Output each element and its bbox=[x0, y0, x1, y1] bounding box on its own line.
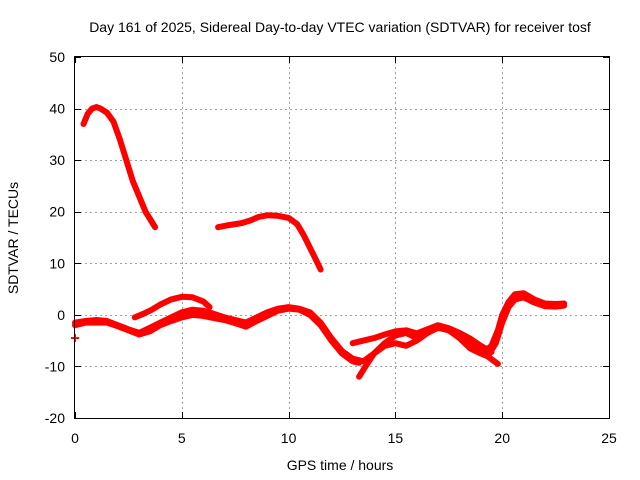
axis-ticks bbox=[75, 57, 610, 419]
y-tick-label: 40 bbox=[49, 101, 65, 117]
plot-frame bbox=[74, 56, 610, 419]
x-tick-label: 20 bbox=[494, 430, 510, 446]
series-track-g bbox=[486, 294, 568, 357]
y-tick-labels: -20 -10 0 10 20 30 40 50 bbox=[45, 49, 65, 426]
x-axis-label: GPS time / hours bbox=[287, 457, 394, 473]
series-track-b bbox=[72, 305, 363, 366]
x-tick-label: 10 bbox=[281, 430, 297, 446]
x-tick-labels: 0 5 10 15 20 25 bbox=[71, 430, 617, 446]
y-axis-label: SDTVAR / TECUs bbox=[5, 182, 21, 294]
x-tick-label: 25 bbox=[601, 430, 617, 446]
y-tick-label: -20 bbox=[45, 410, 65, 426]
x-tick-label: 0 bbox=[71, 430, 79, 446]
data-series-group bbox=[71, 104, 568, 380]
series-arc-high-1 bbox=[80, 104, 159, 231]
y-tick-label: 0 bbox=[57, 307, 65, 323]
series-track-c bbox=[131, 293, 213, 321]
series-track-e bbox=[349, 322, 495, 355]
y-tick-label: 30 bbox=[49, 152, 65, 168]
y-tick-label: 10 bbox=[49, 255, 65, 271]
x-tick-label: 15 bbox=[388, 430, 404, 446]
chart-title: Day 161 of 2025, Sidereal Day-to-day VTE… bbox=[89, 19, 591, 35]
series-track-d bbox=[356, 323, 501, 380]
series-arc-high-2 bbox=[215, 212, 324, 273]
grid-lines bbox=[75, 57, 609, 418]
y-tick-label: 20 bbox=[49, 204, 65, 220]
y-tick-label: -10 bbox=[45, 358, 65, 374]
x-tick-label: 5 bbox=[178, 430, 186, 446]
y-tick-label: 50 bbox=[49, 49, 65, 65]
